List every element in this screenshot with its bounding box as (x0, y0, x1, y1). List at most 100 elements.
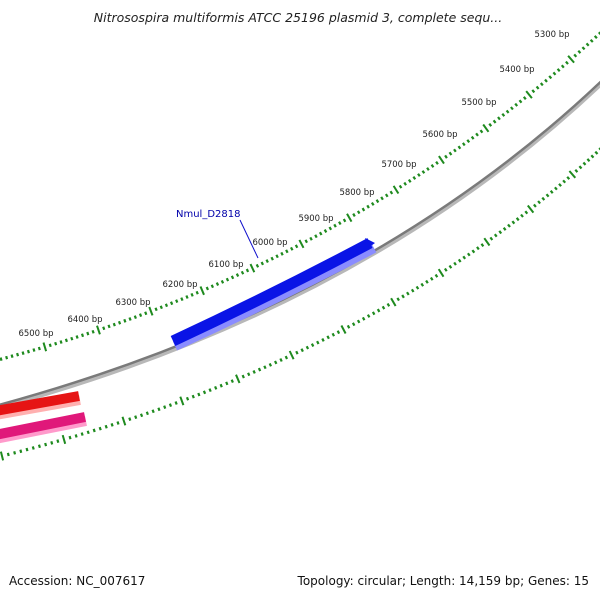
outer-tick-minor (501, 113, 506, 117)
inner-tick-minor (371, 311, 376, 316)
outer-tick-minor (240, 270, 245, 275)
inner-tick-minor (104, 424, 108, 429)
inner-tick-minor (558, 183, 562, 187)
inner-tick-minor (480, 243, 485, 248)
inner-tick-minor (346, 324, 351, 329)
gene-red[interactable] (0, 391, 80, 416)
outer-tick-minor (102, 326, 106, 331)
inner-tick-minor (448, 264, 453, 269)
inner-tick-minor (520, 213, 524, 218)
inner-tick-minor (6, 452, 10, 457)
inner-tick-minor (305, 345, 310, 350)
outer-tick-minor (294, 244, 299, 249)
outer-tick-minor (475, 132, 479, 137)
outer-tick-minor (91, 329, 95, 334)
outer-tick-minor (352, 213, 356, 217)
inner-tick-minor (336, 330, 341, 335)
outer-tick-minor (270, 256, 274, 261)
outer-tick-minor (366, 204, 370, 209)
outer-tick-minor (510, 106, 514, 111)
outer-tick-ring (0, 31, 600, 362)
inner-tick-minor (202, 390, 207, 395)
outer-tick-minor (479, 129, 484, 134)
inner-tick-minor (92, 428, 96, 433)
inner-tick-minor (68, 435, 72, 440)
outer-tick-minor (59, 340, 63, 344)
inner-tick-minor (554, 186, 558, 191)
inner-tick-minor (263, 365, 267, 370)
inner-tick-minor (537, 200, 541, 205)
inner-tick-minor (574, 168, 579, 173)
outer-tick-minor (356, 210, 361, 215)
outer-tick-minor (361, 207, 366, 212)
outer-tick-minor (245, 268, 250, 273)
gene-pink[interactable] (0, 412, 86, 440)
outer-tick-minor (461, 142, 466, 147)
inner-tick-minor (80, 432, 84, 436)
outer-tick-minor (37, 346, 41, 351)
inner-tick-minor (453, 261, 457, 266)
inner-tick-minor (168, 403, 173, 407)
inner-tick-minor (425, 279, 429, 284)
inner-tick-minor (410, 288, 415, 293)
inner-tick-minor (331, 332, 335, 337)
inner-tick-minor (128, 417, 132, 421)
outer-tick-minor (185, 295, 189, 299)
inner-tick-minor (434, 273, 439, 278)
inner-tick-minor (594, 150, 599, 155)
inner-tick-minor (376, 308, 381, 313)
outer-tick-minor (380, 196, 384, 201)
outer-tick-minor (338, 221, 342, 226)
inner-tick-major (340, 325, 347, 334)
outer-tick-minor (435, 160, 439, 165)
inner-tick-minor (116, 421, 120, 425)
inner-tick-minor (31, 446, 35, 450)
inner-tick-minor (151, 409, 155, 414)
inner-tick-minor (471, 249, 476, 254)
outer-tick-minor (577, 49, 582, 54)
tick-label: 6200 bp (162, 280, 197, 290)
inner-tick-minor (366, 314, 371, 318)
inner-tick-major (121, 416, 127, 426)
outer-tick-minor (54, 341, 58, 346)
inner-tick-minor (566, 176, 571, 180)
inner-tick-minor (74, 434, 78, 438)
outer-tick-minor (123, 318, 127, 323)
inner-tick-minor (163, 405, 167, 409)
inner-tick-minor (56, 439, 60, 444)
outer-tick-minor (26, 349, 30, 354)
outer-tick-minor (0, 357, 3, 362)
outer-tick-minor (235, 273, 240, 277)
inner-tick-minor (541, 196, 546, 201)
outer-tick-minor (280, 251, 284, 256)
outer-tick-minor (75, 335, 79, 339)
outer-tick-major (42, 342, 48, 352)
outer-tick-minor (417, 173, 421, 177)
outer-tick-minor (505, 109, 510, 114)
inner-tick-minor (19, 449, 23, 454)
inner-tick-minor (191, 394, 195, 399)
outer-tick-minor (70, 336, 74, 341)
gene-label[interactable]: Nmul_D2818 (176, 209, 241, 220)
inner-tick-minor (401, 294, 405, 299)
outer-tick-minor (285, 249, 289, 254)
backbone-shadow (0, 80, 600, 410)
inner-tick-minor (44, 442, 48, 447)
tick-label: 6000 bp (252, 238, 287, 248)
inner-tick-minor (316, 340, 320, 345)
inner-tick-minor (578, 165, 583, 170)
outer-tick-minor (169, 301, 174, 306)
outer-tick-minor (426, 167, 430, 171)
outer-tick-minor (205, 286, 210, 291)
inner-tick-minor (300, 348, 304, 353)
outer-tick-minor (318, 231, 323, 236)
gene-nmul-d2818[interactable] (170, 238, 373, 346)
outer-tick-major (567, 55, 575, 64)
tick-label: 6500 bp (18, 329, 53, 339)
outer-tick-minor (430, 163, 435, 168)
outer-tick-minor (10, 354, 14, 359)
inner-tick-minor (361, 316, 366, 321)
outer-tick-major (199, 286, 205, 296)
outer-tick-minor (389, 190, 394, 195)
